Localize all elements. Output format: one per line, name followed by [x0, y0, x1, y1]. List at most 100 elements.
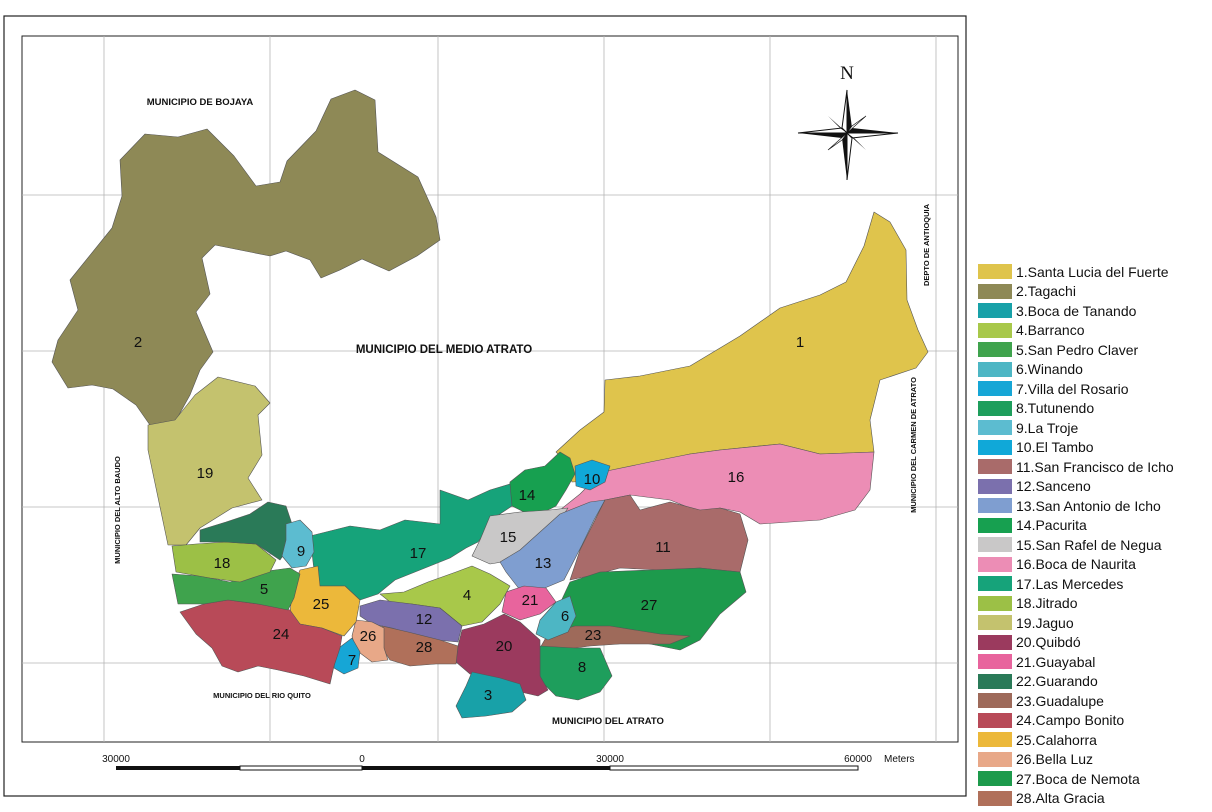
legend-item-4: 4.Barranco — [978, 321, 1212, 341]
region-13 — [499, 499, 606, 591]
region-number-14: 14 — [519, 487, 536, 504]
region-number-10: 10 — [584, 471, 601, 488]
region-number-26: 26 — [360, 628, 377, 645]
legend-label: 7.Villa del Rosario — [1016, 380, 1129, 397]
label-rio-quito: MUNICIPIO DEL RIO QUITO — [213, 691, 311, 700]
legend-item-14: 14.Pacurita — [978, 516, 1212, 536]
legend-label: 11.San Francisco de Icho — [1016, 458, 1174, 475]
north-arrow: N — [797, 63, 899, 181]
region-number-4: 4 — [463, 587, 471, 604]
region-number-9: 9 — [297, 543, 305, 560]
region-3 — [455, 671, 527, 719]
legend-label: 1.Santa Lucia del Fuerte — [1016, 263, 1169, 280]
legend-swatch — [978, 478, 1012, 494]
legend-item-1: 1.Santa Lucia del Fuerte — [978, 262, 1212, 282]
region-number-23: 23 — [585, 627, 602, 644]
scale-tick-3: 30000 — [596, 754, 624, 765]
legend-label: 19.Jaguo — [1016, 614, 1074, 631]
legend-label: 14.Pacurita — [1016, 517, 1087, 534]
legend-swatch — [978, 673, 1012, 689]
legend-item-15: 15.San Rafel de Negua — [978, 535, 1212, 555]
region-number-1: 1 — [796, 334, 804, 351]
legend-label: 27.Boca de Nemota — [1016, 770, 1140, 787]
legend-swatch — [978, 634, 1012, 650]
region-9 — [281, 519, 315, 569]
scale-tick-4: 60000 — [844, 754, 872, 765]
legend-swatch — [978, 595, 1012, 611]
legend-swatch — [978, 712, 1012, 728]
region-number-19: 19 — [197, 465, 214, 482]
legend-item-5: 5.San Pedro Claver — [978, 340, 1212, 360]
legend-item-23: 23.Guadalupe — [978, 691, 1212, 711]
legend-swatch — [978, 790, 1012, 806]
legend-label: 2.Tagachi — [1016, 283, 1076, 300]
legend-swatch — [978, 615, 1012, 631]
region-18 — [171, 541, 277, 583]
legend-label: 13.San Antonio de Icho — [1016, 497, 1161, 514]
region-number-12: 12 — [416, 611, 433, 628]
legend-item-6: 6.Winando — [978, 360, 1212, 380]
legend-label: 20.Quibdó — [1016, 634, 1081, 651]
legend-swatch — [978, 439, 1012, 455]
legend-item-25: 25.Calahorra — [978, 730, 1212, 750]
legend: 1.Santa Lucia del Fuerte 2.Tagachi 3.Boca … — [978, 262, 1212, 808]
legend-label: 28.Alta Gracia — [1016, 790, 1105, 807]
legend-swatch — [978, 342, 1012, 358]
legend-swatch — [978, 693, 1012, 709]
legend-swatch — [978, 283, 1012, 299]
region-number-27: 27 — [641, 597, 658, 614]
legend-label: 3.Boca de Tanando — [1016, 302, 1137, 319]
legend-item-27: 27.Boca de Nemota — [978, 769, 1212, 789]
region-number-28: 28 — [416, 639, 433, 656]
region-number-3: 3 — [484, 687, 492, 704]
legend-item-26: 26.Bella Luz — [978, 750, 1212, 770]
legend-label: 18.Jitrado — [1016, 595, 1078, 612]
region-number-25: 25 — [313, 596, 330, 613]
legend-item-3: 3.Boca de Tanando — [978, 301, 1212, 321]
region-number-16: 16 — [728, 469, 745, 486]
legend-label: 21.Guayabal — [1016, 653, 1096, 670]
legend-swatch — [978, 771, 1012, 787]
region-5 — [171, 567, 301, 611]
legend-item-7: 7.Villa del Rosario — [978, 379, 1212, 399]
region-2 — [51, 89, 441, 429]
legend-label: 24.Campo Bonito — [1016, 712, 1125, 729]
legend-swatch — [978, 751, 1012, 767]
region-21 — [501, 585, 557, 621]
inner-frame — [21, 35, 959, 743]
label-bojaya: MUNICIPIO DE BOJAYA — [147, 97, 254, 108]
legend-swatch — [978, 459, 1012, 475]
legend-swatch — [978, 517, 1012, 533]
legend-swatch — [978, 498, 1012, 514]
legend-item-17: 17.Las Mercedes — [978, 574, 1212, 594]
region-number-20: 20 — [496, 638, 513, 655]
region-number-7: 7 — [348, 652, 356, 669]
region-14 — [507, 451, 576, 515]
legend-swatch — [978, 654, 1012, 670]
region-number-21: 21 — [522, 592, 539, 609]
region-11 — [569, 494, 749, 581]
label-atrato: MUNICIPIO DEL ATRATO — [552, 716, 664, 727]
legend-item-2: 2.Tagachi — [978, 282, 1212, 302]
label-carmen-atrato: MUNICIPIO DEL CARMEN DE ATRATO — [909, 377, 918, 513]
legend-label: 25.Calahorra — [1016, 731, 1097, 748]
region-number-11: 11 — [655, 539, 671, 556]
legend-label: 6.Winando — [1016, 361, 1083, 378]
legend-swatch — [978, 556, 1012, 572]
regions — [51, 89, 929, 719]
legend-label: 15.San Rafel de Negua — [1016, 536, 1162, 553]
map-frame: 1 2 3 4 5 6 7 8 9 10 11 12 13 14 15 16 1… — [3, 15, 967, 797]
region-number-2: 2 — [134, 334, 142, 351]
legend-item-24: 24.Campo Bonito — [978, 711, 1212, 731]
region-number-labels: 1 2 3 4 5 6 7 8 9 10 11 12 13 14 15 16 1… — [134, 334, 804, 704]
legend-item-13: 13.San Antonio de Icho — [978, 496, 1212, 516]
legend-label: 26.Bella Luz — [1016, 751, 1094, 768]
legend-label: 16.Boca de Naurita — [1016, 556, 1136, 573]
label-alto-baudo: MUNICIPIO DEL ALTO BAUDO — [113, 456, 122, 564]
region-10 — [574, 459, 611, 491]
legend-swatch — [978, 303, 1012, 319]
scale-unit: Meters — [884, 754, 915, 765]
legend-label: 23.Guadalupe — [1016, 692, 1104, 709]
legend-swatch — [978, 264, 1012, 280]
region-number-13: 13 — [535, 555, 552, 572]
